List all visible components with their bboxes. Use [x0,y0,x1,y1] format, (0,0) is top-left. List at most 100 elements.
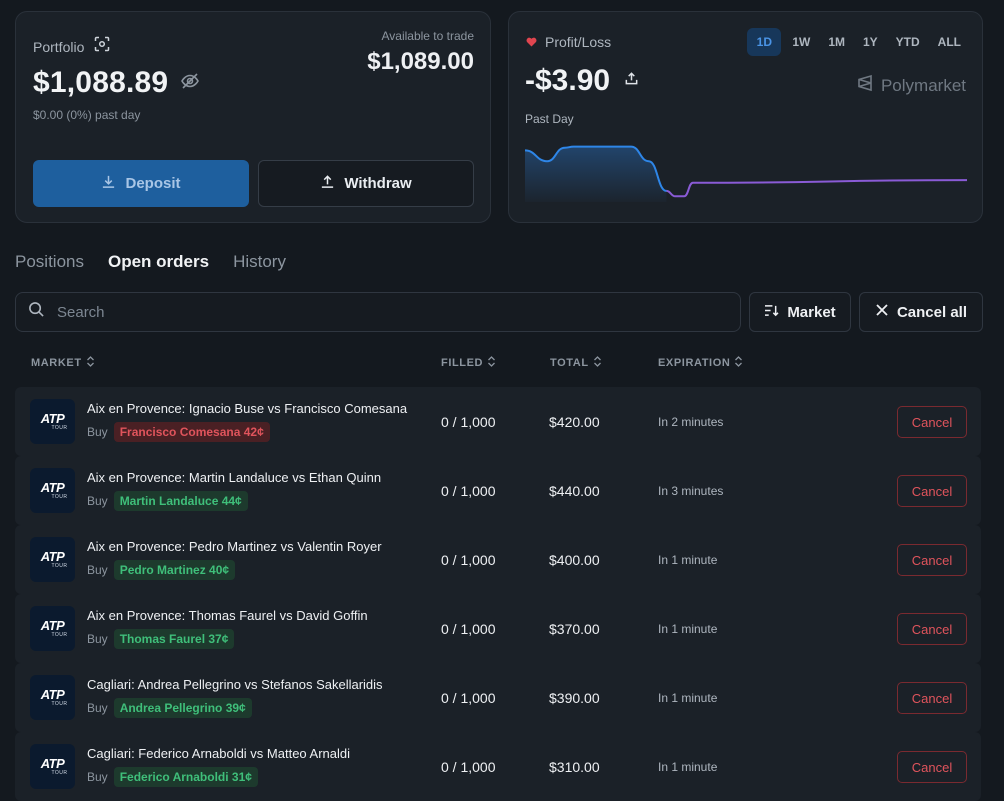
tab-open-orders[interactable]: Open orders [107,252,210,271]
market-title[interactable]: Aix en Provence: Martin Landaluce vs Eth… [87,470,382,485]
expiration-value: In 1 minute [658,691,718,705]
expiration-value: In 1 minute [658,553,718,567]
logo-text: ATP [40,617,65,633]
header-market-label: MARKET [31,357,82,369]
market-title[interactable]: Cagliari: Federico Arnaboldi vs Matteo A… [87,746,351,761]
filled-value: 0 / 1,000 [441,552,496,568]
table-row[interactable]: ATP TOUR Aix en Provence: Thomas Faurel … [15,594,981,663]
atp-tour-logo: ATP TOUR [30,675,75,720]
atp-tour-logo: ATP TOUR [30,606,75,651]
range-1w[interactable]: 1W [792,35,811,49]
range-all[interactable]: ALL [937,35,961,49]
atp-tour-logo: ATP TOUR [30,399,75,444]
expiration-value: In 2 minutes [658,415,724,429]
header-filled[interactable]: FILLED [441,356,496,370]
market-title[interactable]: Aix en Provence: Ignacio Buse vs Francis… [87,401,408,416]
cancel-order-button[interactable]: Cancel [897,544,967,576]
tab-positions[interactable]: Positions [15,252,84,271]
pl-sparkline [525,145,967,202]
header-total[interactable]: TOTAL [550,356,602,370]
table-row[interactable]: ATP TOUR Aix en Provence: Martin Landalu… [15,456,981,525]
polymarket-brand: Polymarket [856,74,966,97]
outcome-badge: Pedro Martinez 40¢ [113,560,236,580]
total-value: $310.00 [549,759,600,775]
order-side: Buy Andrea Pellegrino 39¢ [87,698,252,718]
side-label: Buy [87,701,108,715]
portfolio-card: Portfolio $1,088.89 $0.00 (0%) past day … [15,11,491,223]
order-side: Buy Martin Landaluce 44¢ [87,491,248,511]
side-label: Buy [87,563,108,577]
cancel-order-button[interactable]: Cancel [897,751,967,783]
total-value: $370.00 [549,621,600,637]
header-expiration[interactable]: EXPIRATION [658,356,743,370]
close-icon [875,303,889,321]
table-row[interactable]: ATP TOUR Aix en Provence: Ignacio Buse v… [15,387,981,456]
pl-line-up [525,145,667,192]
logo-text: ATP [40,755,65,771]
side-label: Buy [87,632,108,646]
filled-value: 0 / 1,000 [441,759,496,775]
header-filled-label: FILLED [441,357,484,369]
logo-text: ATP [40,548,65,564]
range-ytd[interactable]: YTD [895,35,920,49]
sort-arrows-icon [593,356,602,370]
table-row[interactable]: ATP TOUR Cagliari: Andrea Pellegrino vs … [15,663,981,732]
side-label: Buy [87,494,108,508]
cancel-order-button[interactable]: Cancel [897,475,967,507]
cancel-order-button[interactable]: Cancel [897,613,967,645]
expiration-value: In 1 minute [658,760,718,774]
pl-period-label: Past Day [525,112,574,126]
heart-icon [526,34,537,50]
market-sort-button[interactable]: Market [749,292,851,332]
market-title[interactable]: Cagliari: Andrea Pellegrino vs Stefanos … [87,677,383,692]
header-expiration-label: EXPIRATION [658,357,731,369]
order-side: Buy Francisco Comesana 42¢ [87,422,270,442]
logo-sub: TOUR [51,769,68,776]
side-label: Buy [87,425,108,439]
download-icon [101,174,116,193]
available-to-trade: Available to trade $1,089.00 [367,29,474,76]
scan-icon[interactable] [94,36,110,57]
eye-off-icon[interactable] [180,71,200,96]
pl-value: -$3.90 [525,64,611,97]
outcome-badge: Martin Landaluce 44¢ [113,491,248,511]
header-market[interactable]: MARKET [31,356,95,370]
sort-arrows-icon [734,356,743,370]
header-total-label: TOTAL [550,357,589,369]
filled-value: 0 / 1,000 [441,621,496,637]
market-title[interactable]: Aix en Provence: Pedro Martinez vs Valen… [87,539,382,554]
cancel-all-button[interactable]: Cancel all [859,292,983,332]
logo-sub: TOUR [51,700,68,707]
side-label: Buy [87,770,108,784]
upload-icon [320,174,335,193]
profit-loss-card: Profit/Loss 1D 1W 1M 1Y YTD ALL -$3.90 Polyma… [508,11,983,223]
range-1d[interactable]: 1D [747,28,782,56]
logo-sub: TOUR [51,631,68,638]
portfolio-change: $0.00 (0%) past day [33,108,141,122]
table-row[interactable]: ATP TOUR Aix en Provence: Pedro Martinez… [15,525,981,594]
sort-icon [764,304,779,321]
range-1m[interactable]: 1M [828,35,845,49]
logo-sub: TOUR [51,493,68,500]
range-1y[interactable]: 1Y [862,35,878,49]
table-row[interactable]: ATP TOUR Cagliari: Federico Arnaboldi vs… [15,732,981,801]
total-value: $390.00 [549,690,600,706]
cancel-order-button[interactable]: Cancel [897,682,967,714]
market-title[interactable]: Aix en Provence: Thomas Faurel vs David … [87,608,368,623]
withdraw-label: Withdraw [344,175,412,192]
search-input[interactable] [57,303,697,321]
portfolio-header: Portfolio [33,36,110,57]
cancel-order-button[interactable]: Cancel [897,406,967,438]
deposit-button[interactable]: Deposit [33,160,249,207]
search-icon [28,301,45,323]
atp-tour-logo: ATP TOUR [30,468,75,513]
outcome-badge: Federico Arnaboldi 31¢ [113,767,258,787]
pl-header: Profit/Loss [526,34,611,50]
available-label: Available to trade [381,29,474,43]
tab-history[interactable]: History [233,252,286,271]
portfolio-value: $1,088.89 [33,66,169,99]
range-selector: 1D 1W 1M 1Y YTD ALL [747,28,968,56]
outcome-badge: Francisco Comesana 42¢ [113,422,270,442]
share-icon[interactable] [624,71,639,91]
withdraw-button[interactable]: Withdraw [258,160,474,207]
